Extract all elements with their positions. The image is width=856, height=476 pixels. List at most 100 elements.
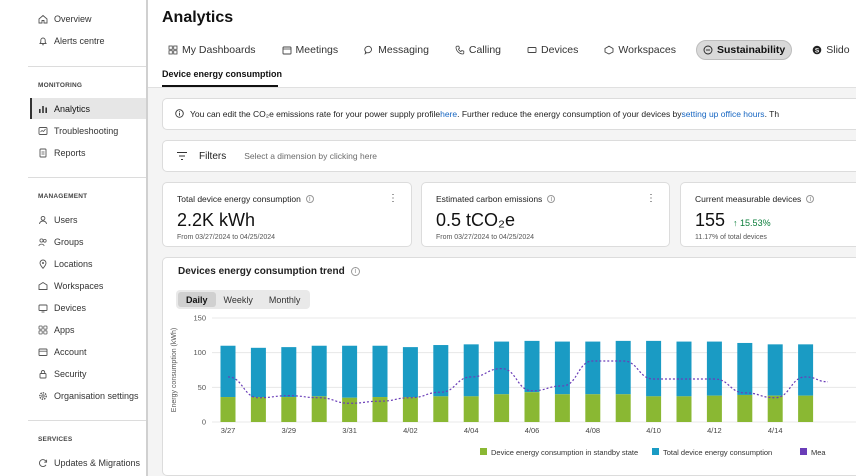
apps-icon — [38, 325, 48, 335]
y-axis-label: Energy consumption (kWh) — [171, 328, 178, 412]
sidebar-item-reports[interactable]: Reports — [30, 142, 146, 163]
bar-total-4/13 — [737, 342, 753, 395]
legend-label: Mea — [811, 448, 826, 457]
info-text-3: . Th — [764, 109, 780, 119]
info-icon[interactable]: i — [806, 195, 815, 203]
sidebar-item-updates-migrations[interactable]: Updates & Migrations — [30, 452, 146, 473]
sidebar-item-alerts-centre[interactable]: Alerts centre — [30, 30, 146, 51]
card-title: Current measurable devices — [695, 194, 802, 204]
bar-total-4/10 — [646, 340, 662, 397]
bar-standby-3/27 — [220, 397, 236, 422]
sidebar-item-overview[interactable]: Overview — [30, 8, 146, 29]
sidebar-item-account[interactable]: Account — [30, 341, 146, 362]
workspace-icon — [604, 45, 614, 55]
sidebar-item-label: Locations — [54, 258, 93, 269]
filter-bar[interactable]: Filters Select a dimension by clicking h… — [162, 140, 856, 172]
tab-label: Calling — [468, 44, 502, 56]
info-banner: You can edit the CO₂e emissions rate for… — [162, 98, 856, 130]
info-link-here[interactable]: here — [440, 109, 458, 119]
subtab-device-energy[interactable]: Device energy consumption — [162, 69, 283, 79]
bar-standby-4/09 — [615, 394, 631, 422]
card-value: 2.2K kWh — [177, 210, 256, 230]
tab-my-dashboards[interactable]: My Dashboards — [162, 40, 262, 60]
info-link-office-hours[interactable]: setting up office hours — [681, 109, 765, 119]
bar-standby-4/07 — [554, 394, 570, 422]
groups-icon — [38, 237, 48, 247]
more-options-icon[interactable]: ⋮ — [646, 193, 656, 204]
bar-standby-3/29 — [281, 397, 297, 422]
subtab-underline — [162, 85, 278, 87]
sidebar-item-analytics[interactable]: Analytics — [30, 98, 146, 119]
refresh-icon — [38, 458, 48, 468]
x-tick-label: 3/27 — [221, 426, 236, 435]
bar-total-4/12 — [706, 341, 722, 396]
info-icon[interactable]: i — [350, 267, 360, 276]
tab-workspaces[interactable]: Workspaces — [598, 40, 682, 60]
period-monthly-button[interactable]: Monthly — [268, 294, 301, 305]
tabs-divider — [148, 87, 856, 88]
tab-sustainability[interactable]: Sustainability — [695, 40, 793, 60]
more-options-icon[interactable]: ⋮ — [388, 193, 398, 204]
sidebar-item-label: Groups — [54, 236, 84, 247]
sidebar-item-workspaces[interactable]: Workspaces — [30, 275, 146, 296]
x-tick-label: 4/08 — [585, 426, 600, 435]
location-pin-icon — [38, 259, 48, 269]
leaf-icon — [703, 45, 713, 55]
sidebar-item-organisation-settings[interactable]: Organisation settings — [30, 385, 146, 406]
sidebar-item-locations[interactable]: Locations — [30, 253, 146, 274]
y-tick-label: 50 — [198, 383, 206, 392]
sidebar-item-label: Apps — [54, 324, 75, 335]
tab-meetings[interactable]: Meetings — [276, 40, 345, 60]
x-tick-label: 4/10 — [646, 426, 661, 435]
bar-standby-4/04 — [463, 396, 479, 422]
analytics-icon — [38, 104, 48, 114]
period-weekly-button[interactable]: Weekly — [223, 294, 253, 305]
bar-total-3/31 — [342, 345, 358, 398]
sidebar-item-apps[interactable]: Apps — [30, 319, 146, 340]
tab-label: Slido — [826, 44, 850, 56]
troubleshooting-icon — [38, 126, 48, 136]
info-icon[interactable]: i — [547, 195, 556, 203]
legend-swatch — [800, 448, 807, 455]
sidebar-item-label: Updates & Migrations — [54, 457, 141, 468]
sidebar-item-users[interactable]: Users — [30, 209, 146, 230]
chat-icon — [364, 45, 374, 55]
legend-swatch — [480, 448, 487, 455]
bar-total-4/11 — [676, 341, 692, 397]
bar-total-3/27 — [220, 345, 236, 398]
card-carbon-emissions: Estimated carbon emissions i ⋮ 0.5 tCO₂e … — [421, 182, 670, 247]
card-value: 155 — [695, 210, 726, 230]
x-tick-label: 3/31 — [342, 426, 357, 435]
bar-standby-3/30 — [311, 396, 327, 422]
y-tick-label: 150 — [193, 314, 206, 323]
sidebar-item-groups[interactable]: Groups — [30, 231, 146, 252]
info-icon[interactable]: i — [305, 195, 314, 203]
period-daily-button[interactable]: Daily — [178, 292, 216, 307]
bar-total-4/03 — [433, 345, 449, 397]
tab-label: Meetings — [295, 44, 339, 56]
card-subtext: From 03/27/2024 to 04/25/2024 — [177, 234, 276, 241]
card-subtext: From 03/27/2024 to 04/25/2024 — [436, 234, 535, 241]
sidebar-item-security[interactable]: Security — [30, 363, 146, 384]
sidebar-item-label: Analytics — [54, 103, 91, 114]
sidebar-item-troubleshooting[interactable]: Troubleshooting — [30, 120, 146, 141]
tab-devices[interactable]: Devices — [521, 40, 584, 60]
bar-standby-4/10 — [646, 396, 662, 422]
info-text-2: . Further reduce the energy consumption … — [457, 109, 682, 119]
energy-trend-chart: Energy consumption (kWh) 0 50 100 150 3/27 3/2… — [171, 314, 856, 457]
gear-icon — [38, 391, 48, 401]
tab-calling[interactable]: Calling — [449, 40, 507, 60]
info-text-1: You can edit the CO₂e emissions rate for… — [190, 109, 441, 119]
legend-label: Total device energy consumption — [663, 448, 772, 457]
sidebar-item-devices[interactable]: Devices — [30, 297, 146, 318]
trend-badge: ↑ 15.53% — [733, 218, 771, 228]
bar-total-4/14 — [767, 344, 783, 396]
sidebar-item-label: Devices — [54, 302, 87, 313]
filter-dimension-input[interactable]: Select a dimension by clicking here — [244, 151, 377, 161]
bar-total-4/01 — [372, 345, 388, 398]
tab-messaging[interactable]: Messaging — [358, 40, 435, 60]
page-title: Analytics — [162, 9, 234, 26]
tab-slido[interactable]: S Slido — [806, 40, 855, 60]
tab-bar: My Dashboards Meetings Messaging Calling Dev… — [162, 40, 856, 60]
sidebar-section-management: MANAGEMENT — [38, 193, 88, 200]
